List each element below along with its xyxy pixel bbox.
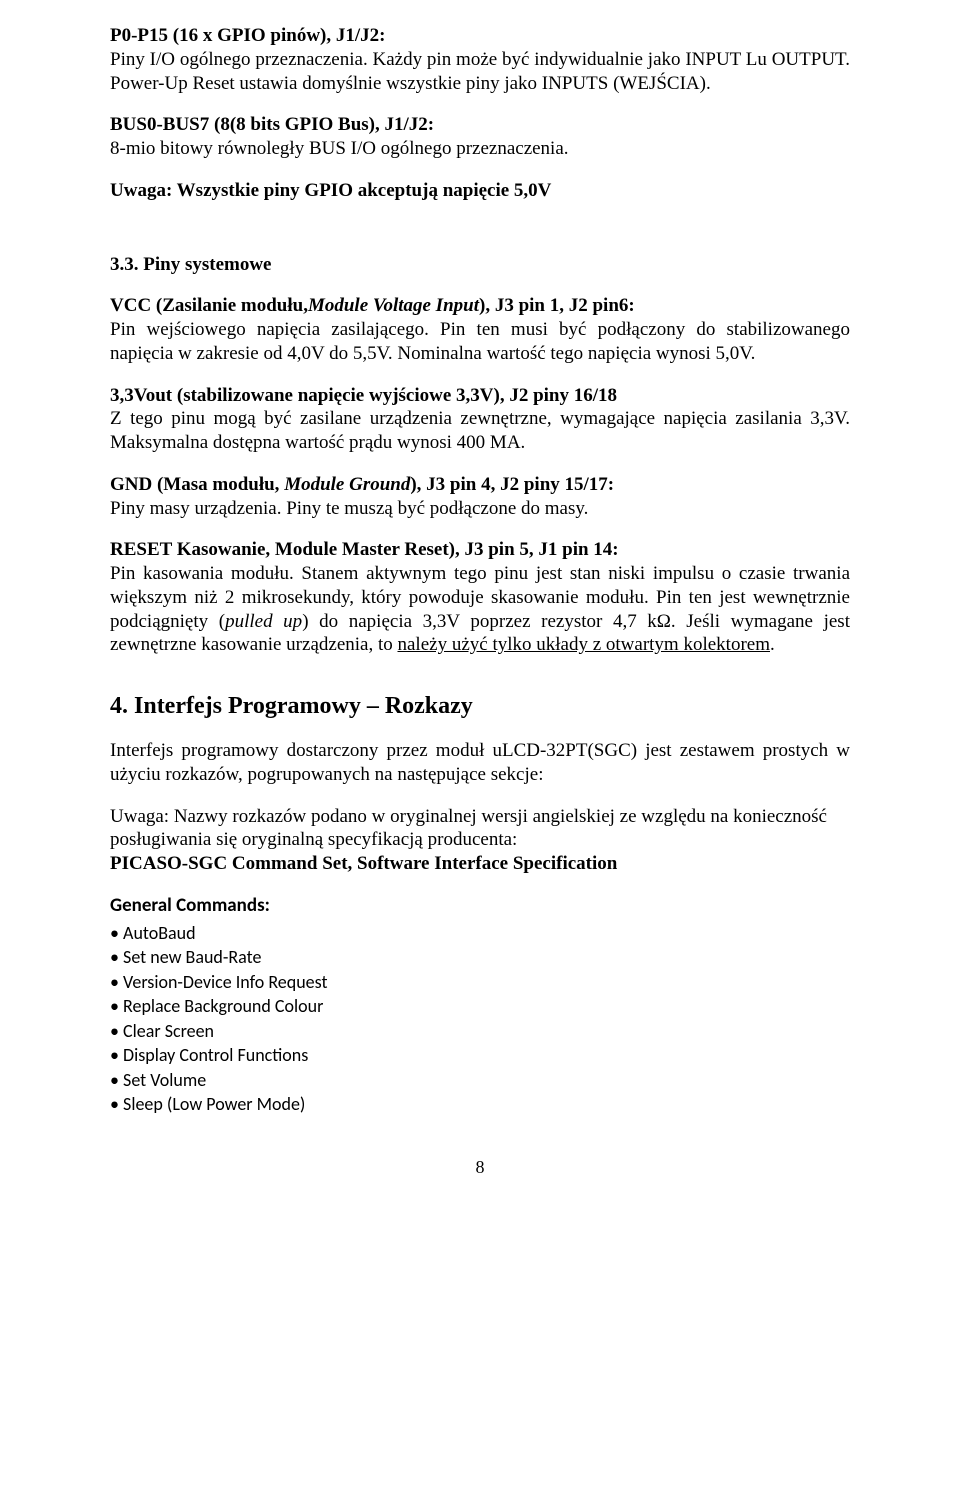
vcc-body: Pin wejściowego napięcia zasilającego. P… [110,319,850,364]
vcc-head-a: VCC (Zasilanie modułu, [110,295,308,316]
p0-heading: P0-P15 (16 x GPIO pinów), J1/J2: [110,25,386,46]
gnd-head-it: Module Ground [284,474,410,495]
p1-body: 8-mio bitowy równoległy BUS I/O ogólnego… [110,138,569,159]
rst-body-u: należy użyć tylko układy z otwartym kole… [398,634,771,655]
section-4-heading: 4. Interfejs Programowy – Rozkazy [110,691,850,721]
vcc-head-b: ), J3 pin 1, J2 pin6: [479,295,635,316]
cmd-item: Version-Device Info Request [110,971,850,994]
v33-body: Z tego pinu mogą być zasilane urządzenia… [110,408,850,453]
gnd-body: Piny masy urządzenia. Piny te muszą być … [110,498,588,519]
rst-body-it: pulled up [225,611,302,632]
vcc-block: VCC (Zasilanie modułu,Module Voltage Inp… [110,294,850,365]
p0-body: Piny I/O ogólnego przeznaczenia. Każdy p… [110,49,850,94]
document-page: P0-P15 (16 x GPIO pinów), J1/J2: Piny I/… [0,0,960,1509]
cmd-item: Display Control Functions [110,1044,850,1067]
general-commands-list: AutoBaud Set new Baud-Rate Version-Devic… [110,922,850,1116]
vcc-head-it: Module Voltage Input [308,295,479,316]
s4-note: Uwaga: Nazwy rozkazów podano w oryginaln… [110,805,850,876]
gnd-head-a: GND (Masa modułu, [110,474,284,495]
gnd-head-b: ), J3 pin 4, J2 piny 15/17: [410,474,614,495]
section-3-3-heading: 3.3. Piny systemowe [110,253,850,277]
rst-body-c: . [770,634,775,655]
rst-head: RESET Kasowanie, Module Master Reset), J… [110,539,619,560]
cmd-item: Set new Baud-Rate [110,946,850,969]
s4-intro: Interfejs programowy dostarczony przez m… [110,739,850,787]
general-commands-heading: General Commands: [110,894,850,918]
p1-heading: BUS0-BUS7 (8(8 bits GPIO Bus), J1/J2: [110,114,434,135]
gnd-block: GND (Masa modułu, Module Ground), J3 pin… [110,473,850,521]
v33-head: 3,3Vout (stabilizowane napięcie wyjściow… [110,385,617,406]
cmd-item: Sleep (Low Power Mode) [110,1093,850,1116]
p1-block: BUS0-BUS7 (8(8 bits GPIO Bus), J1/J2: 8-… [110,113,850,161]
reset-block: RESET Kasowanie, Module Master Reset), J… [110,538,850,657]
v33-block: 3,3Vout (stabilizowane napięcie wyjściow… [110,384,850,455]
p0-block: P0-P15 (16 x GPIO pinów), J1/J2: Piny I/… [110,24,850,95]
s4-note-b: PICASO-SGC Command Set, Software Interfa… [110,853,617,874]
cmd-item: Clear Screen [110,1020,850,1043]
cmd-item: AutoBaud [110,922,850,945]
s4-note-a: Uwaga: Nazwy rozkazów podano w oryginaln… [110,806,827,851]
cmd-item: Replace Background Colour [110,995,850,1018]
cmd-item: Set Volume [110,1069,850,1092]
gpio-warning: Uwaga: Wszystkie piny GPIO akceptują nap… [110,179,850,203]
page-number: 8 [110,1156,850,1179]
